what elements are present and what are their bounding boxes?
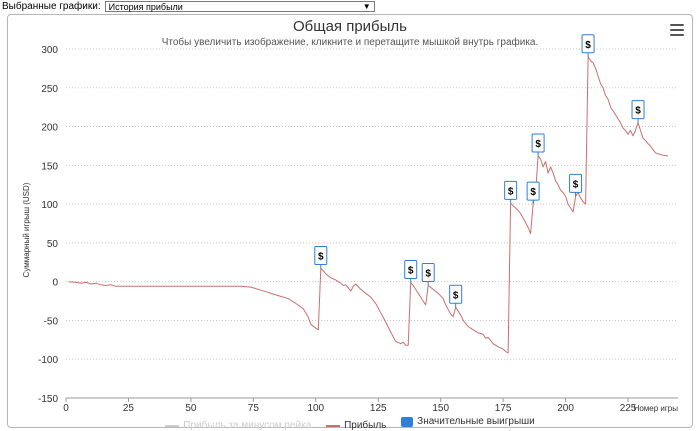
dollar-icon: $: [425, 269, 431, 280]
profit-series-line[interactable]: [68, 56, 669, 354]
dollar-icon: $: [508, 186, 514, 197]
big-win-marker[interactable]: $: [504, 180, 518, 204]
dollar-icon: $: [585, 40, 591, 51]
x-tick-label: 0: [63, 403, 69, 414]
legend-label: Прибыль за минусом рейка: [183, 420, 312, 431]
dollar-icon: $: [408, 265, 414, 276]
big-win-marker-box: [531, 133, 545, 153]
legend-item-big-wins[interactable]: Значительные выигрыши: [401, 416, 535, 427]
big-win-marker[interactable]: $: [404, 259, 418, 283]
dollar-icon: $: [635, 106, 641, 117]
y-tick-label: 150: [41, 161, 58, 172]
big-win-marker[interactable]: $: [531, 133, 545, 157]
y-tick-label: 300: [41, 45, 58, 56]
big-win-marker[interactable]: $: [631, 100, 645, 123]
chart-legend: Прибыль за минусом рейка Прибыль Значите…: [0, 416, 700, 431]
x-tick-label: 100: [307, 403, 324, 414]
big-win-marker-box: [504, 180, 518, 200]
x-tick-label: 75: [248, 403, 260, 414]
dollar-icon: $: [573, 179, 579, 190]
x-tick-label: 200: [557, 403, 574, 414]
dropdown-arrow-icon: ▼: [362, 2, 371, 11]
x-tick-label: 225: [620, 403, 637, 414]
big-win-marker[interactable]: $: [581, 34, 595, 57]
y-tick-label: -150: [38, 394, 58, 405]
big-win-marker-box: [314, 245, 328, 265]
legend-line-swatch: [165, 424, 180, 427]
x-tick-label: 150: [432, 403, 449, 414]
legend-label: Прибыль: [344, 420, 387, 431]
legend-line-swatch: [326, 424, 341, 427]
y-tick-label: 200: [41, 123, 58, 134]
dollar-icon: $: [530, 187, 536, 198]
dollar-icon: $: [453, 290, 459, 301]
legend-item-rake-profit[interactable]: Прибыль за минусом рейка: [165, 420, 311, 431]
y-tick-label: 0: [52, 278, 58, 289]
x-tick-label: 25: [123, 403, 135, 414]
big-win-marker-box: [404, 259, 418, 279]
y-tick-label: 50: [47, 239, 59, 250]
y-tick-label: 250: [41, 84, 58, 95]
legend-box-swatch: [401, 416, 414, 427]
y-tick-label: -100: [38, 355, 58, 366]
big-win-marker[interactable]: $: [314, 245, 328, 269]
big-win-marker[interactable]: $: [569, 173, 583, 197]
chart-selector-bar: Выбранные графики: История прибыли ▼: [0, 0, 700, 13]
chart-title: Общая прибыль: [292, 18, 408, 35]
big-win-marker-box: [421, 263, 435, 283]
big-win-marker[interactable]: $: [421, 263, 435, 286]
x-tick-label: 175: [495, 403, 512, 414]
big-win-marker[interactable]: $: [449, 284, 463, 308]
chart-panel: [7, 14, 693, 428]
chart-selector-label: Выбранные графики:: [2, 1, 101, 12]
y-tick-label: -50: [44, 316, 59, 327]
dollar-icon: $: [318, 251, 324, 262]
y-axis-label: Суммарный игрыш (USD): [22, 182, 31, 277]
dollar-icon: $: [535, 139, 541, 150]
big-win-marker-box: [449, 284, 463, 304]
big-win-marker-box: [526, 181, 540, 201]
hamburger-menu-icon[interactable]: [670, 24, 684, 36]
legend-label: Значительные выигрыши: [417, 416, 535, 427]
y-tick-label: 100: [41, 200, 58, 211]
big-win-marker-box: [581, 34, 595, 54]
chart-selector-dropdown[interactable]: История прибыли ▼: [104, 1, 375, 12]
big-win-marker[interactable]: $: [526, 181, 540, 205]
x-tick-label: 50: [185, 403, 197, 414]
chart-subtitle: Чтобы увеличить изображение, кликните и …: [161, 37, 539, 48]
x-axis-label: Номер игры: [634, 404, 679, 413]
chart-selector-value: История прибыли: [108, 2, 183, 12]
x-tick-label: 125: [370, 403, 387, 414]
big-win-marker-box: [631, 100, 645, 120]
big-win-marker-box: [569, 173, 583, 193]
legend-item-profit[interactable]: Прибыль: [326, 420, 386, 431]
